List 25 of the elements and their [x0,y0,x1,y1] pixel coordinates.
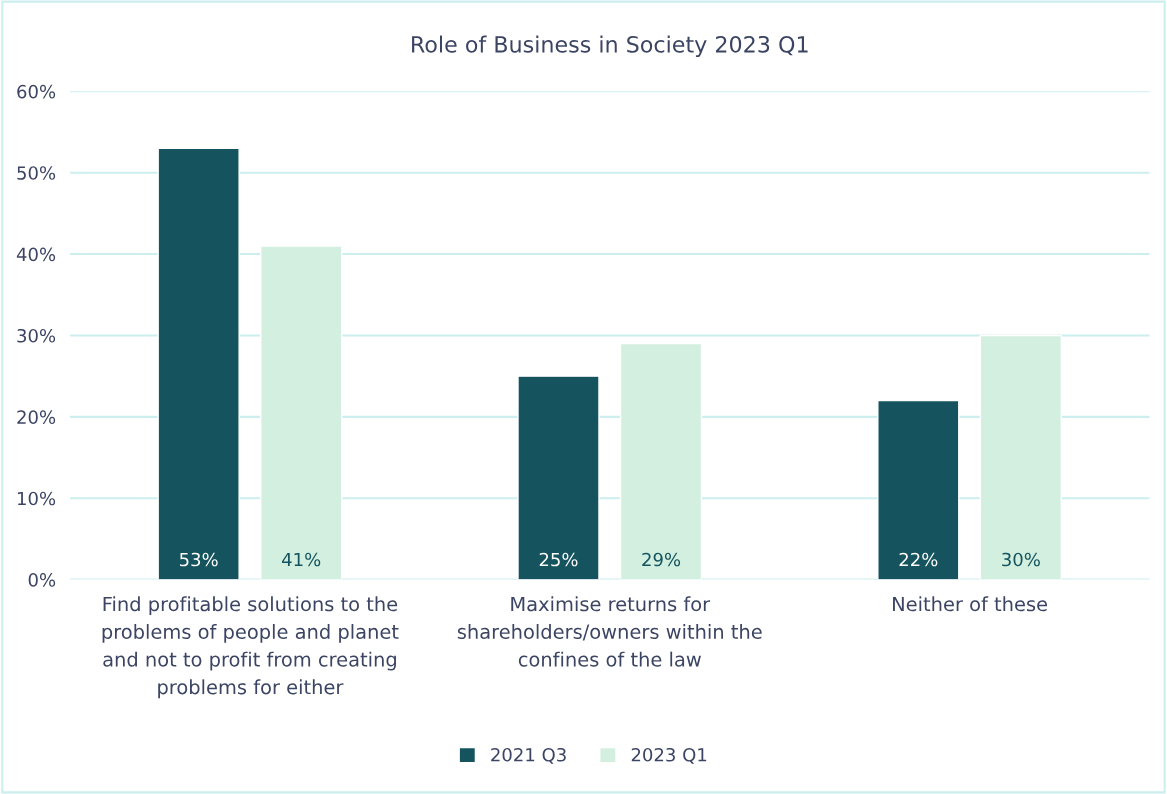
data-label: 53% [179,552,218,567]
y-tick-label: 0% [28,573,56,587]
data-label: 30% [1002,552,1040,567]
legend-label: 2021 Q3 [491,747,566,764]
y-tick-label: 60% [17,84,56,99]
y-tick-label: 50% [17,166,56,180]
bar [619,342,703,580]
y-tick-label: 40% [16,247,56,262]
data-label: 41% [282,552,321,567]
bar [260,245,343,580]
x-tick-label: Neither of these [893,596,1048,612]
y-tick-label: 10% [17,491,56,506]
bar [157,147,240,580]
data-label: 29% [642,552,681,567]
legend-label: 2023 Q1 [631,747,707,764]
y-tick-label: 30% [17,328,56,343]
x-tick-label: Maximise returns for shareholders/owners within the confines of the law [457,596,762,667]
data-label: 22% [899,552,938,567]
data-label: 25% [539,552,578,567]
x-tick-label: Find profitable solutions to the problems of people and planet and not to profit from creating problems for either [102,596,399,699]
bar [979,334,1063,580]
chart-title: Role of Business in Society 2023 Q1 [412,35,808,58]
y-tick-label: 20% [17,410,56,424]
bar [517,375,600,580]
bar [877,399,960,580]
